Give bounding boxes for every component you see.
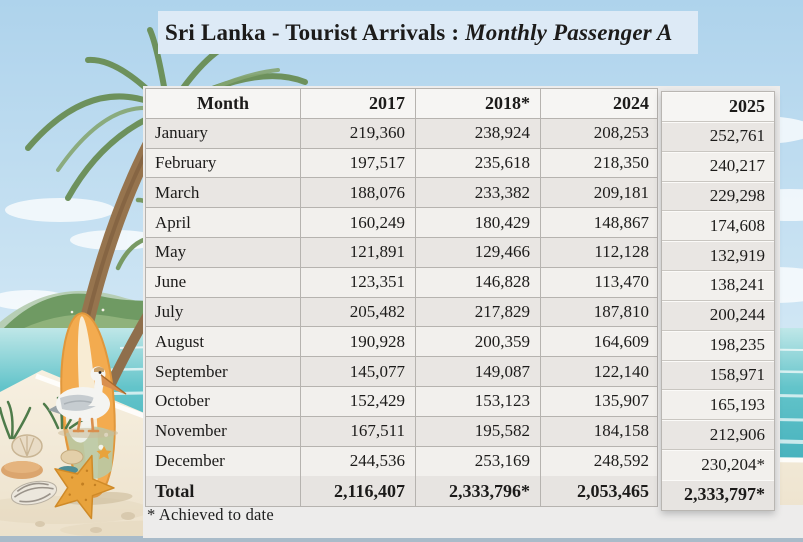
value-2024: 164,609 (593, 331, 649, 351)
total-value-2017: 2,116,407 (301, 476, 416, 507)
month-cell: September (146, 357, 301, 386)
table-row-january: January 219,360 238,924 208,253 (146, 118, 657, 149)
value-2018: 146,828 (416, 267, 541, 297)
value-2025-december: 230,204* (662, 450, 774, 480)
column-header-2024: 2024 (613, 92, 649, 113)
bottom-strip (0, 536, 803, 542)
column-header-2025: 2025 (662, 92, 774, 122)
month-cell: April (146, 208, 301, 237)
value-2025-june: 138,241 (662, 271, 774, 301)
page-title: Sri Lanka - Tourist Arrivals : Monthly P… (158, 11, 698, 54)
value-2017: 145,077 (301, 357, 416, 386)
value-2018: 180,429 (416, 208, 541, 237)
month-cell: October (146, 386, 301, 416)
value-2018: 235,618 (416, 148, 541, 178)
table-row-february: February 197,517 235,618 218,350 (146, 148, 657, 179)
table-row-april: April 160,249 180,429 148,867 (146, 208, 657, 238)
value-2025-january: 252,761 (662, 121, 774, 152)
pelican (48, 366, 127, 438)
footnote-achieved-to-date: * Achieved to date (147, 505, 274, 524)
value-2025-april: 174,608 (662, 211, 774, 242)
table-header-row: Month 2017 2018* 2024 (146, 89, 657, 119)
value-2025-september: 158,971 (662, 360, 774, 391)
value-2018: 253,169 (416, 446, 541, 477)
total-value-2024: 2,053,465 (577, 480, 649, 501)
month-cell: March (146, 178, 301, 208)
month-cell: June (146, 267, 301, 297)
value-2025-may: 132,919 (662, 241, 774, 272)
table-row-june: June 123,351 146,828 113,470 (146, 267, 657, 298)
table-row-september: September 145,077 149,087 122,140 (146, 357, 657, 387)
value-2024: 184,158 (593, 421, 649, 441)
value-2017: 197,517 (301, 148, 416, 178)
value-2024: 248,592 (593, 451, 649, 471)
month-cell: May (146, 237, 301, 267)
page-title-main: Sri Lanka - Tourist Arrivals : (165, 20, 466, 45)
value-2018: 149,087 (416, 357, 541, 386)
small-starfish (96, 446, 112, 460)
column-header-2018: 2018* (416, 89, 541, 118)
value-2024: 209,181 (593, 182, 649, 202)
value-2017: 190,928 (301, 327, 416, 357)
value-2017: 244,536 (301, 446, 416, 477)
value-2017: 167,511 (301, 416, 416, 446)
arrivals-2025-column: 2025 252,761 240,217 229,298 174,608 132,919… (661, 91, 775, 511)
table-row-december: December 244,536 253,169 248,592 (146, 446, 657, 477)
value-2017: 121,891 (301, 237, 416, 267)
value-2024: 218,350 (593, 152, 649, 172)
table-row-november: November 167,511 195,582 184,158 (146, 416, 657, 447)
value-2018: 233,382 (416, 178, 541, 208)
value-2025-october: 165,193 (662, 390, 774, 421)
month-cell: February (146, 148, 301, 178)
page-title-italic: Monthly Passenger A (465, 20, 673, 45)
value-2024: 122,140 (593, 361, 649, 381)
value-2018: 238,924 (416, 118, 541, 148)
value-2017: 188,076 (301, 178, 416, 208)
total-value-2025: 2,333,797* (662, 479, 774, 510)
value-2025-august: 198,235 (662, 330, 774, 361)
value-2017: 219,360 (301, 118, 416, 148)
value-2024: 135,907 (593, 391, 649, 411)
value-2018: 153,123 (416, 386, 541, 416)
value-2025-march: 229,298 (662, 181, 774, 212)
value-2018: 217,829 (416, 297, 541, 327)
value-2017: 205,482 (301, 297, 416, 327)
month-cell: January (146, 118, 301, 148)
value-2025-july: 200,244 (662, 300, 774, 331)
big-starfish (54, 454, 115, 520)
value-2024: 113,470 (594, 272, 649, 292)
total-value-2018: 2,333,796* (416, 476, 541, 507)
month-cell: August (146, 327, 301, 357)
value-2024: 112,128 (594, 242, 649, 262)
month-cell: July (146, 297, 301, 327)
value-2018: 200,359 (416, 327, 541, 357)
value-2018: 195,582 (416, 416, 541, 446)
value-2025-february: 240,217 (662, 151, 774, 182)
value-2017: 152,429 (301, 386, 416, 416)
table-total-row: Total 2,116,407 2,333,796* 2,053,465 (146, 476, 657, 507)
value-2024: 208,253 (593, 123, 649, 143)
table-row-october: October 152,429 153,123 135,907 (146, 386, 657, 417)
table-backing-panel-extension (778, 505, 803, 538)
column-header-month: Month (146, 89, 301, 118)
value-2017: 123,351 (301, 267, 416, 297)
month-cell: November (146, 416, 301, 446)
value-2018: 129,466 (416, 237, 541, 267)
value-2024: 187,810 (593, 301, 649, 321)
table-row-march: March 188,076 233,382 209,181 (146, 178, 657, 209)
value-2024: 148,867 (593, 212, 649, 232)
column-header-2017: 2017 (301, 89, 416, 118)
table-row-may: May 121,891 129,466 112,128 (146, 237, 657, 268)
table-row-august: August 190,928 200,359 164,609 (146, 327, 657, 358)
arrivals-table: Month 2017 2018* 2024 January 219,360 238,… (145, 88, 658, 508)
value-2025-november: 212,906 (662, 420, 774, 451)
table-row-july: July 205,482 217,829 187,810 (146, 297, 657, 328)
value-2017: 160,249 (301, 208, 416, 237)
total-label: Total (146, 476, 301, 507)
month-cell: December (146, 446, 301, 477)
